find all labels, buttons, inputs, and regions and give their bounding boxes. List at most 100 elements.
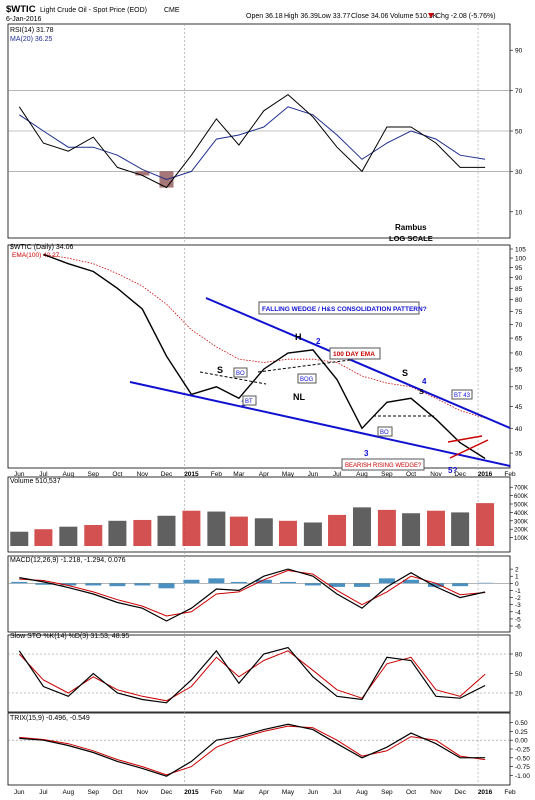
macd-tick-label: 1 bbox=[515, 574, 519, 581]
trix-panel: TRIX(15,9) -0.496, -0.549 -1.00 -0.75 -0.5… bbox=[8, 715, 530, 780]
price-tick-label: 95 bbox=[515, 265, 523, 272]
x-axis-label: Feb bbox=[211, 471, 223, 478]
volume-bar bbox=[402, 513, 421, 546]
macd-histogram-bar bbox=[403, 579, 420, 584]
price-tick-label: 55 bbox=[515, 367, 523, 374]
volume-bar bbox=[10, 531, 29, 546]
bt-box-1 bbox=[242, 395, 257, 406]
macd-histogram-bar bbox=[109, 583, 126, 587]
ema-legend: EMA(100) 42.27 bbox=[12, 252, 60, 259]
price-tick-label: 105 bbox=[515, 247, 526, 254]
price-tick-label: 90 bbox=[515, 275, 523, 282]
volume-bar bbox=[207, 511, 226, 546]
price-tick-label: 60 bbox=[515, 350, 523, 357]
down-triangle-icon bbox=[428, 13, 434, 18]
bo-label-2: BO bbox=[380, 430, 389, 436]
x-axis-label: Nov bbox=[137, 471, 149, 478]
trix-series-trix bbox=[19, 723, 486, 777]
bottom-x-axis-label: Aug bbox=[356, 789, 368, 796]
bottom-x-axis-label: Apr bbox=[259, 789, 270, 796]
volume-panel: Volume 510,537 100K 200K 300K 400K 500K 600K 7… bbox=[10, 478, 528, 546]
rsi-tick-label: 90 bbox=[515, 48, 523, 55]
header-volume: Volume 510.5K bbox=[390, 13, 438, 20]
bottom-x-axis-label: Nov bbox=[137, 789, 149, 796]
macd-histogram-bar bbox=[60, 583, 77, 586]
x-axis-label: Dec bbox=[454, 471, 466, 478]
wedge-callout-box bbox=[258, 301, 420, 315]
macd-histogram-bar bbox=[378, 578, 395, 584]
volume-bar bbox=[278, 520, 297, 546]
x-axis: Jun Jul Aug Sep Oct Nov Dec 2015 Feb Mar Apr May Jun… bbox=[14, 471, 516, 478]
bo-label-1: BO bbox=[236, 371, 245, 377]
rsi-series-ma-20- bbox=[19, 106, 486, 181]
x-axis-label: May bbox=[282, 471, 295, 478]
volume-bar bbox=[84, 525, 103, 546]
rsi-tick-label: 70 bbox=[515, 88, 523, 95]
wave-5-label: 5? bbox=[448, 466, 457, 475]
price-tick-label: 50 bbox=[515, 384, 523, 391]
bottom-x-axis-label: Jul bbox=[333, 789, 342, 796]
x-axis-label: Aug bbox=[356, 471, 368, 478]
x-axis-label: Sep bbox=[381, 471, 393, 478]
header-open: Open 36.18 bbox=[246, 13, 283, 20]
watermark-name: Rambus bbox=[395, 223, 427, 232]
bottom-x-axis-label: 2015 bbox=[184, 789, 199, 796]
price-tick-label: 35 bbox=[515, 451, 523, 458]
ema-callout-box bbox=[329, 347, 381, 360]
macd-histogram-bar bbox=[183, 579, 200, 584]
volume-bar bbox=[133, 519, 152, 546]
trix-series-signal bbox=[19, 725, 486, 776]
header-close: Close 34.06 bbox=[351, 13, 388, 20]
bog-box bbox=[297, 373, 317, 384]
sto-frame bbox=[7, 634, 511, 713]
x-axis-label: Sep bbox=[87, 471, 99, 478]
price-tick-label: 85 bbox=[515, 286, 523, 293]
price-title: $WTIC (Daily) 34.06 bbox=[10, 244, 74, 251]
wave-3-label: 3 bbox=[364, 449, 369, 458]
bottom-x-axis-label: Dec bbox=[161, 789, 173, 796]
macd-series-macd bbox=[19, 568, 486, 622]
rsi-tick-label: 10 bbox=[515, 209, 523, 216]
vol-tick-label: 400K bbox=[514, 511, 528, 517]
macd-histogram-bar bbox=[452, 583, 469, 587]
bottom-x-axis-label: Nov bbox=[430, 789, 442, 796]
x-axis-label: Oct bbox=[406, 471, 416, 478]
macd-tick-label: -6 bbox=[515, 624, 521, 631]
volume-bar bbox=[108, 520, 127, 546]
x-axis-label: Jun bbox=[14, 471, 25, 478]
x-axis-label: Oct bbox=[112, 471, 122, 478]
macd-tick-label: 2 bbox=[515, 567, 519, 574]
x-axis-label: Mar bbox=[233, 471, 245, 478]
bo-box-1 bbox=[233, 367, 248, 378]
bottom-x-axis-label: Sep bbox=[381, 789, 393, 796]
macd-panel: MACD(12,26,9) -1.218, -1.294, 0.076 -6-5… bbox=[8, 557, 521, 631]
x-axis-label: Jul bbox=[39, 471, 48, 478]
header-date: 6-Jan-2016 bbox=[6, 16, 42, 23]
vol-tick-label: 300K bbox=[514, 519, 528, 525]
x-axis-label: Dec bbox=[161, 471, 173, 478]
volume-bar bbox=[229, 516, 248, 546]
volume-bar bbox=[59, 526, 78, 546]
rsi-series-rsi-14- bbox=[18, 93, 486, 189]
right-shoulder-label: S bbox=[402, 368, 408, 378]
macd-frame bbox=[7, 555, 511, 633]
macd-histogram-bar bbox=[230, 581, 247, 584]
rsi-legend: RSI(14) 31.78 bbox=[10, 27, 54, 34]
price-annotations: FALLING WEDGE / H&S CONSOLIDATION PATTER… bbox=[129, 297, 511, 475]
trix-frame bbox=[7, 712, 511, 786]
neckline-label: NL bbox=[293, 392, 305, 402]
header-name: Light Crude Oil - Spot Price (EOD) bbox=[40, 7, 147, 14]
header-change: Chg -2.08 (-5.76%) bbox=[436, 13, 496, 20]
macd-histogram-bar bbox=[11, 581, 28, 584]
bog-label: BOG bbox=[300, 377, 314, 383]
x-axis-label: Jun bbox=[308, 471, 319, 478]
macd-series-signal bbox=[19, 569, 486, 617]
bottom-x-axis-label: Aug bbox=[63, 789, 75, 796]
panel-frames bbox=[7, 23, 511, 786]
sto-tick-label: 20 bbox=[515, 691, 523, 698]
trix-tick-label: -0.25 bbox=[515, 747, 530, 754]
price-series--wtic bbox=[43, 253, 486, 460]
x-axis-label: 2016 bbox=[478, 471, 493, 478]
volume-bar bbox=[303, 522, 322, 546]
